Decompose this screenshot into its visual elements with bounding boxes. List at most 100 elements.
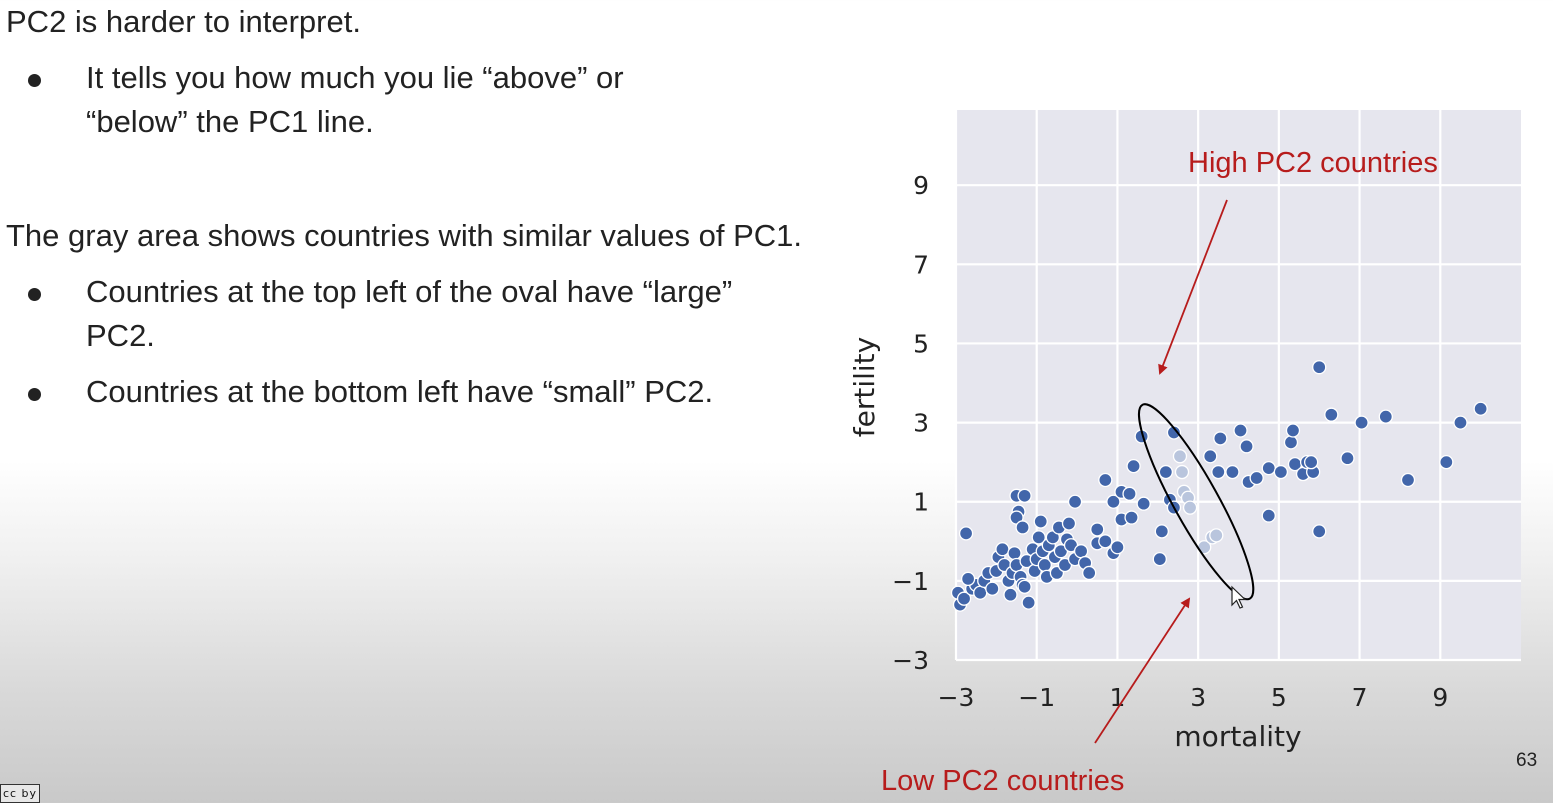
data-point xyxy=(1285,423,1301,438)
license-badge: cc by nc sa xyxy=(0,784,40,803)
intro-text: PC2 is harder to interpret. xyxy=(6,4,361,39)
data-point xyxy=(956,591,972,606)
data-point xyxy=(958,526,974,541)
x-tick-label: 3 xyxy=(1190,683,1206,712)
bullet-list-2: Countries at the top left of the oval ha… xyxy=(6,270,826,414)
data-point xyxy=(1249,470,1264,486)
data-point xyxy=(1110,540,1125,555)
data-point xyxy=(1340,451,1355,466)
data-point xyxy=(985,581,1000,596)
data-point xyxy=(1283,435,1299,450)
bullet-list-1: It tells you how much you lie “above” or… xyxy=(6,56,826,144)
mouse-cursor-icon xyxy=(1231,585,1247,609)
data-point xyxy=(1261,460,1276,476)
x-tick-label: 7 xyxy=(1352,683,1368,712)
bullet-text: Countries at the top left of the oval ha… xyxy=(86,274,733,353)
data-point xyxy=(1073,544,1089,559)
data-point xyxy=(1473,401,1488,416)
data-point xyxy=(1007,546,1022,561)
bullet-text: It tells you how much you lie “above” or… xyxy=(86,60,624,139)
data-point xyxy=(1213,431,1228,446)
data-point xyxy=(1453,415,1468,430)
data-point xyxy=(1090,522,1105,537)
y-tick-label: 7 xyxy=(913,250,929,279)
data-point xyxy=(1021,595,1036,610)
data-point xyxy=(1031,530,1046,545)
bullet-dot-icon xyxy=(28,388,41,401)
x-tick-label: 5 xyxy=(1271,683,1287,712)
y-tick-label: 9 xyxy=(913,171,929,200)
high-pc2-label: High PC2 countries xyxy=(1188,147,1438,179)
data-point xyxy=(1136,496,1151,511)
bullet-dot-icon xyxy=(28,74,41,87)
data-point xyxy=(1033,514,1048,529)
y-tick-label: −3 xyxy=(892,646,929,675)
y-tick-label: 5 xyxy=(913,329,929,358)
x-tick-labels: −3 −1 1 3 5 7 9 xyxy=(938,683,1449,712)
x-axis-label: mortality xyxy=(1174,720,1301,753)
data-point xyxy=(1203,449,1218,464)
y-tick-label: −1 xyxy=(892,567,929,596)
data-point xyxy=(1126,458,1141,474)
bullet-item: Countries at the top left of the oval ha… xyxy=(6,270,746,358)
data-point xyxy=(1082,565,1097,581)
y-tick-labels: −3 −1 1 3 5 7 9 xyxy=(892,171,929,675)
data-point xyxy=(1124,510,1139,525)
grid-lines xyxy=(954,110,1521,662)
bullet-dot-icon xyxy=(28,288,41,301)
data-point xyxy=(1354,415,1369,430)
data-point xyxy=(1122,486,1137,501)
bullet-item: It tells you how much you lie “above” or… xyxy=(6,56,726,144)
x-tick-label: −3 xyxy=(938,683,975,712)
y-tick-label: 3 xyxy=(913,409,929,438)
low-pc2-label: Low PC2 countries xyxy=(881,765,1124,797)
data-point xyxy=(1225,464,1240,480)
data-point xyxy=(1400,472,1416,488)
data-point xyxy=(1182,500,1198,515)
data-point xyxy=(995,542,1010,557)
data-point xyxy=(1152,551,1167,567)
data-point xyxy=(1174,464,1190,480)
data-point xyxy=(1166,425,1182,440)
data-point xyxy=(1172,449,1188,464)
bullet-text: Countries at the bottom left have “small… xyxy=(86,374,714,409)
data-point xyxy=(1211,464,1226,480)
data-point xyxy=(1303,455,1319,470)
data-point xyxy=(1312,524,1327,539)
low-pc2-arrow xyxy=(1094,597,1191,744)
data-point xyxy=(1158,464,1174,480)
data-point xyxy=(973,585,988,600)
data-point xyxy=(1098,472,1113,488)
data-point xyxy=(1324,407,1339,422)
data-point xyxy=(1015,520,1030,535)
data-point xyxy=(1273,464,1289,480)
x-tick-label: 1 xyxy=(1109,683,1125,712)
high-pc2-arrow xyxy=(1158,199,1228,375)
data-point xyxy=(1439,455,1454,470)
data-point xyxy=(1003,587,1018,602)
paragraph-two: The gray area shows countries with simil… xyxy=(6,218,802,253)
data-point xyxy=(1106,494,1121,509)
x-tick-label: −1 xyxy=(1018,683,1055,712)
slide-text: PC2 is harder to interpret. It tells you… xyxy=(6,0,826,414)
data-point xyxy=(1209,528,1224,543)
y-tick-label: 1 xyxy=(913,488,929,517)
data-point xyxy=(1239,439,1254,454)
slide-number: 63 xyxy=(1516,750,1538,771)
data-point xyxy=(1061,516,1077,531)
data-point xyxy=(1067,494,1083,509)
x-tick-label: 9 xyxy=(1432,683,1448,712)
data-point xyxy=(1233,423,1248,438)
data-point xyxy=(1312,360,1327,375)
data-point xyxy=(1017,488,1032,503)
data-point xyxy=(1378,409,1393,424)
data-point xyxy=(960,571,976,587)
y-axis-label: fertility xyxy=(848,337,881,437)
bullet-item: Countries at the bottom left have “small… xyxy=(6,370,826,414)
data-point xyxy=(1017,579,1032,594)
data-point xyxy=(1261,508,1276,523)
data-point xyxy=(1098,534,1113,549)
data-point xyxy=(1154,524,1169,539)
highlight-oval xyxy=(1138,403,1255,601)
